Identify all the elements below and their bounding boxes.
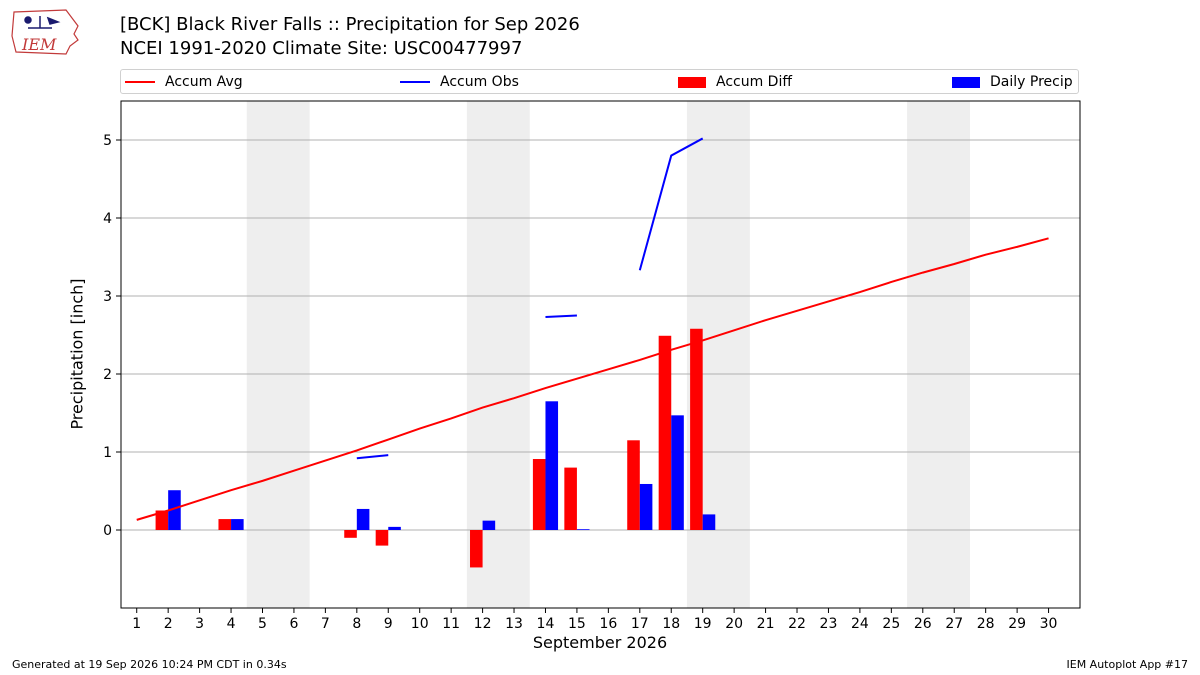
plot-frame — [120, 100, 1081, 609]
x-tick-label-24: 24 — [851, 616, 869, 632]
x-tick-label-4: 4 — [227, 616, 236, 632]
title-line-2: NCEI 1991-2020 Climate Site: USC00477997 — [120, 38, 523, 59]
daily-precip-bar-14 — [545, 401, 559, 530]
accum-diff-bar-19 — [690, 328, 703, 530]
accum-obs-line-1 — [545, 314, 577, 319]
weekend-shade-1 — [466, 101, 530, 608]
x-axis-label: September 2026 — [532, 633, 668, 652]
y-tick-label-0: 0 — [103, 523, 112, 539]
legend-label-accum-avg: Accum Avg — [165, 74, 243, 90]
y-axis-label: Precipitation [inch] — [67, 278, 87, 430]
legend-item-daily-precip: Daily Precip — [952, 73, 1073, 91]
iem-logo: IEM — [11, 9, 79, 55]
x-tick-label-21: 21 — [757, 616, 775, 632]
y-tick-label-1: 1 — [103, 445, 112, 461]
legend-item-accum-diff: Accum Diff — [678, 73, 792, 91]
legend-item-accum-obs: Accum Obs — [400, 73, 519, 91]
daily-precip-bar-12 — [482, 520, 496, 530]
generated-timestamp: Generated at 19 Sep 2026 10:24 PM CDT in… — [12, 658, 287, 671]
x-tick-label-6: 6 — [289, 616, 298, 632]
x-tick-label-10: 10 — [411, 616, 429, 632]
x-tick-label-20: 20 — [725, 616, 743, 632]
x-tick-label-17: 17 — [631, 616, 649, 632]
weather-station-icon — [24, 16, 61, 29]
accum-diff-bar-2 — [155, 510, 169, 530]
y-tick-label-3: 3 — [103, 289, 112, 305]
legend-label-daily-precip: Daily Precip — [990, 74, 1073, 90]
y-tick-label-2: 2 — [103, 367, 112, 383]
daily-precip-bar-18 — [671, 415, 684, 530]
x-tick-label-22: 22 — [788, 616, 806, 632]
x-tick-label-29: 29 — [1008, 616, 1026, 632]
legend-swatch-accum-diff — [678, 76, 706, 88]
logo-text: IEM — [21, 35, 57, 54]
weekend-shade-0 — [246, 101, 310, 608]
daily-precip-bar-17 — [639, 483, 653, 530]
weekend-shade-3 — [907, 101, 970, 608]
legend-label-accum-obs: Accum Obs — [440, 74, 519, 90]
legend-swatch-accum-obs — [400, 81, 430, 83]
legend-swatch-daily-precip — [952, 76, 980, 88]
legend-item-accum-avg: Accum Avg — [125, 73, 243, 91]
x-tick-label-12: 12 — [474, 616, 492, 632]
accum-diff-bar-12 — [470, 530, 483, 568]
x-tick-label-13: 13 — [505, 616, 523, 632]
daily-precip-bar-15 — [576, 529, 590, 531]
x-tick-label-8: 8 — [352, 616, 361, 632]
x-tick-label-26: 26 — [914, 616, 932, 632]
x-tick-label-14: 14 — [537, 616, 555, 632]
x-tick-label-5: 5 — [258, 616, 267, 632]
x-tick-label-25: 25 — [882, 616, 900, 632]
x-tick-label-7: 7 — [321, 616, 330, 632]
app-id: IEM Autoplot App #17 — [1066, 658, 1189, 671]
title-line-1: [BCK] Black River Falls :: Precipitation… — [120, 14, 580, 35]
x-tick-label-3: 3 — [195, 616, 204, 632]
x-tick-label-16: 16 — [599, 616, 617, 632]
accum-diff-bar-17 — [627, 440, 640, 530]
daily-precip-bar-4 — [231, 519, 244, 530]
x-tick-label-11: 11 — [442, 616, 460, 632]
accum-obs-line-2 — [638, 137, 704, 271]
x-tick-label-27: 27 — [945, 616, 963, 632]
chart-title: [BCK] Black River Falls :: Precipitation… — [120, 13, 580, 61]
x-tick-label-23: 23 — [820, 616, 838, 632]
x-tick-label-28: 28 — [977, 616, 995, 632]
daily-precip-bar-2 — [168, 490, 181, 530]
accum-diff-bar-18 — [658, 335, 672, 530]
x-tick-label-19: 19 — [694, 616, 712, 632]
y-tick-label-5: 5 — [103, 133, 112, 149]
daily-precip-bar-8 — [356, 508, 370, 530]
x-tick-label-9: 9 — [384, 616, 393, 632]
x-tick-label-30: 30 — [1040, 616, 1058, 632]
accum-diff-bar-8 — [344, 530, 357, 538]
y-tick-label-4: 4 — [103, 211, 112, 227]
accum-diff-bar-15 — [564, 467, 577, 530]
x-tick-label-15: 15 — [568, 616, 586, 632]
accum-obs-line-0 — [356, 454, 389, 460]
accum-diff-bar-14 — [532, 459, 546, 530]
legend-label-accum-diff: Accum Diff — [716, 74, 793, 90]
accum-avg-line — [136, 237, 1049, 521]
legend-swatch-accum-avg — [125, 81, 155, 83]
daily-precip-bar-9 — [388, 526, 401, 530]
daily-precip-bar-19 — [702, 514, 716, 530]
x-tick-label-18: 18 — [662, 616, 680, 632]
accum-diff-bar-9 — [375, 530, 389, 546]
x-tick-label-1: 1 — [132, 616, 141, 632]
x-tick-label-2: 2 — [164, 616, 173, 632]
accum-diff-bar-4 — [218, 519, 232, 530]
legend: Accum Avg Accum Obs Accum Diff Daily Pre… — [120, 69, 1079, 94]
